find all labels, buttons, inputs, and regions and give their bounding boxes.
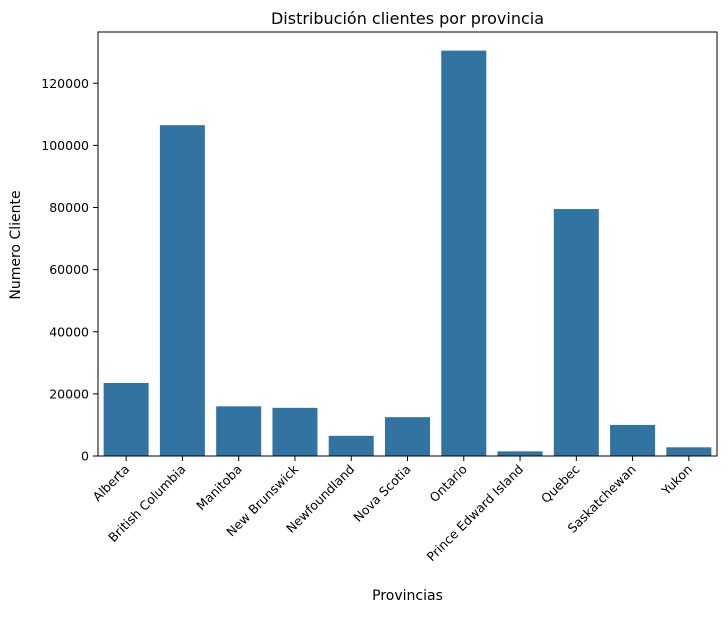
x-tick-label: Alberta bbox=[90, 462, 133, 505]
y-tick-label: 20000 bbox=[49, 386, 89, 401]
axes-group: 0 20000 40000 60000 80000 100000 120000 Alberta… bbox=[41, 31, 718, 565]
bars-group bbox=[103, 50, 712, 456]
bar-manitoba bbox=[216, 406, 262, 456]
bar-yukon bbox=[666, 447, 712, 456]
bar-prince-edward-island bbox=[497, 451, 543, 456]
y-tick-label: 120000 bbox=[41, 76, 89, 91]
x-axis-label: Provincias bbox=[372, 588, 443, 604]
x-tick-label: Yukon bbox=[658, 462, 695, 499]
bar-ontario bbox=[441, 50, 487, 456]
x-tick-label: Manitoba bbox=[193, 462, 245, 514]
x-tick-label: Quebec bbox=[538, 461, 583, 506]
x-tick-label: Ontario bbox=[426, 462, 470, 506]
chart-title: Distribución clientes por provincia bbox=[271, 9, 544, 28]
bar-quebec bbox=[553, 209, 599, 456]
bar-newfoundland bbox=[328, 435, 374, 456]
y-tick-label: 100000 bbox=[41, 138, 89, 153]
x-tick-label: Nova Scotia bbox=[350, 462, 413, 525]
y-tick-label: 40000 bbox=[49, 324, 89, 339]
x-tick-label: Prince Edward Island bbox=[424, 462, 527, 565]
y-axis-label: Numero Cliente bbox=[8, 190, 24, 299]
bar-nova-scotia bbox=[384, 417, 431, 456]
y-tick-label: 80000 bbox=[49, 200, 89, 215]
bar-saskatchewan bbox=[610, 424, 656, 456]
y-tick-label: 0 bbox=[81, 449, 89, 464]
bar-british-columbia bbox=[159, 125, 205, 456]
bar-new-brunswick bbox=[272, 407, 318, 456]
bar-alberta bbox=[103, 383, 149, 456]
y-tick-label: 60000 bbox=[49, 262, 89, 277]
